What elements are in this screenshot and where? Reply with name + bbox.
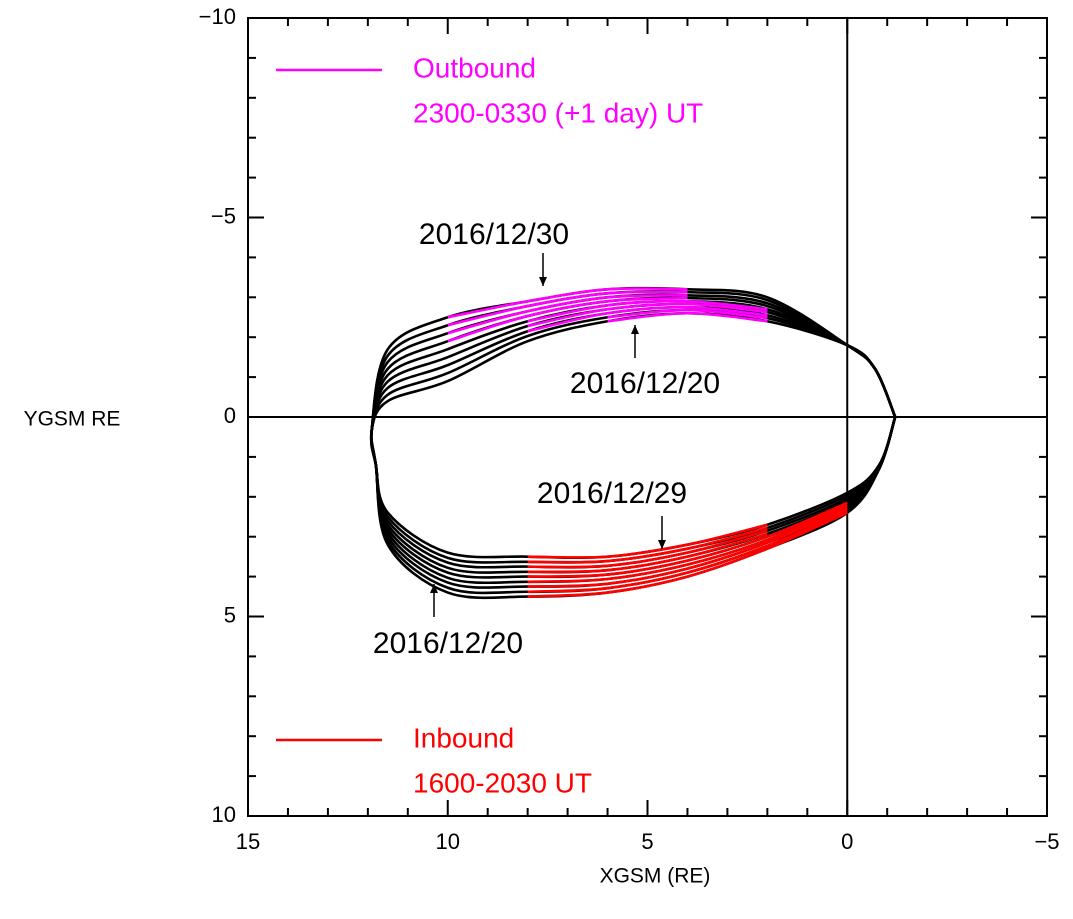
orbit-line	[607, 308, 768, 320]
orbit-line	[527, 529, 768, 569]
legend-detail: 1600-2030 UT	[413, 767, 592, 798]
orbit-line	[527, 532, 768, 574]
orbit-line	[527, 305, 768, 333]
y-tick-label: −10	[199, 4, 236, 29]
annotation-arrowhead	[430, 584, 438, 593]
orbit-line	[447, 287, 688, 319]
x-axis-label: XGSM (RE)	[600, 865, 711, 888]
plot-frame	[247, 17, 1048, 817]
orbit-line	[527, 503, 848, 584]
orbit-line	[527, 302, 768, 328]
y-tick-label: 0	[224, 403, 236, 428]
annotation: 2016/12/20	[373, 627, 523, 660]
orbit-line	[607, 311, 768, 323]
orbit-line	[447, 294, 688, 335]
legend-detail: 2300-0330 (+1 day) UT	[413, 97, 703, 128]
annotation: 2016/12/29	[537, 477, 687, 510]
orbit-line	[369, 308, 897, 595]
y-axis-label: YGSM RE	[24, 408, 121, 431]
x-tick-label: 10	[436, 829, 460, 854]
x-tick-label: 0	[841, 829, 853, 854]
annotation: 2016/12/20	[570, 367, 720, 400]
orbit-line	[369, 296, 897, 574]
orbit-line	[527, 511, 848, 598]
x-tick-label: −5	[1034, 829, 1059, 854]
orbit-line	[527, 509, 848, 594]
orbit-line	[447, 290, 688, 327]
legend-label: Outbound	[413, 52, 536, 83]
y-tick-label: −5	[211, 203, 236, 228]
x-tick-label: 5	[641, 829, 653, 854]
orbit-line	[527, 526, 768, 564]
y-tick-label: 10	[212, 802, 236, 827]
annotation-arrowhead	[658, 540, 666, 549]
orbit-line	[527, 523, 768, 559]
orbit-line	[369, 302, 897, 585]
x-tick-label: 15	[236, 829, 260, 854]
orbit-line	[527, 506, 848, 588]
orbit-line	[527, 299, 768, 323]
orbit-line	[369, 299, 897, 579]
y-tick-label: 5	[224, 602, 236, 627]
legend-label: Inbound	[413, 722, 514, 753]
orbit-line	[447, 296, 688, 343]
annotation-arrowhead	[539, 277, 547, 286]
annotation: 2016/12/30	[419, 218, 569, 251]
orbit-line	[527, 501, 848, 578]
annotation-arrowhead	[631, 325, 639, 334]
